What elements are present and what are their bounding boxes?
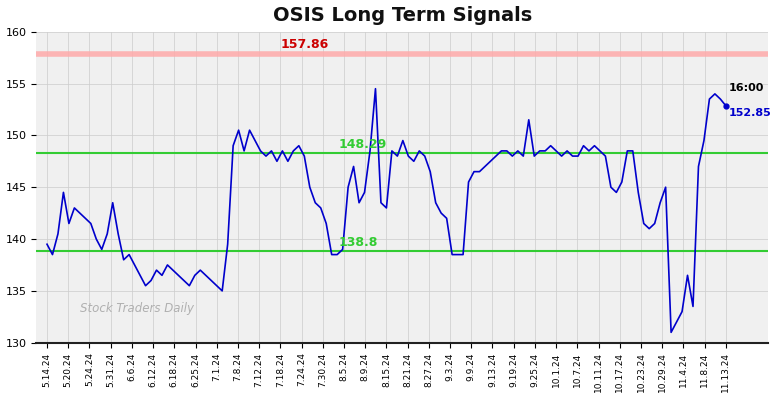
Title: OSIS Long Term Signals: OSIS Long Term Signals	[273, 6, 532, 25]
Text: Stock Traders Daily: Stock Traders Daily	[80, 302, 194, 315]
Text: 157.86: 157.86	[281, 38, 329, 51]
Text: 152.85: 152.85	[729, 108, 771, 118]
Text: 16:00: 16:00	[729, 83, 764, 94]
Text: 138.8: 138.8	[339, 236, 379, 250]
Text: 148.29: 148.29	[339, 138, 387, 151]
